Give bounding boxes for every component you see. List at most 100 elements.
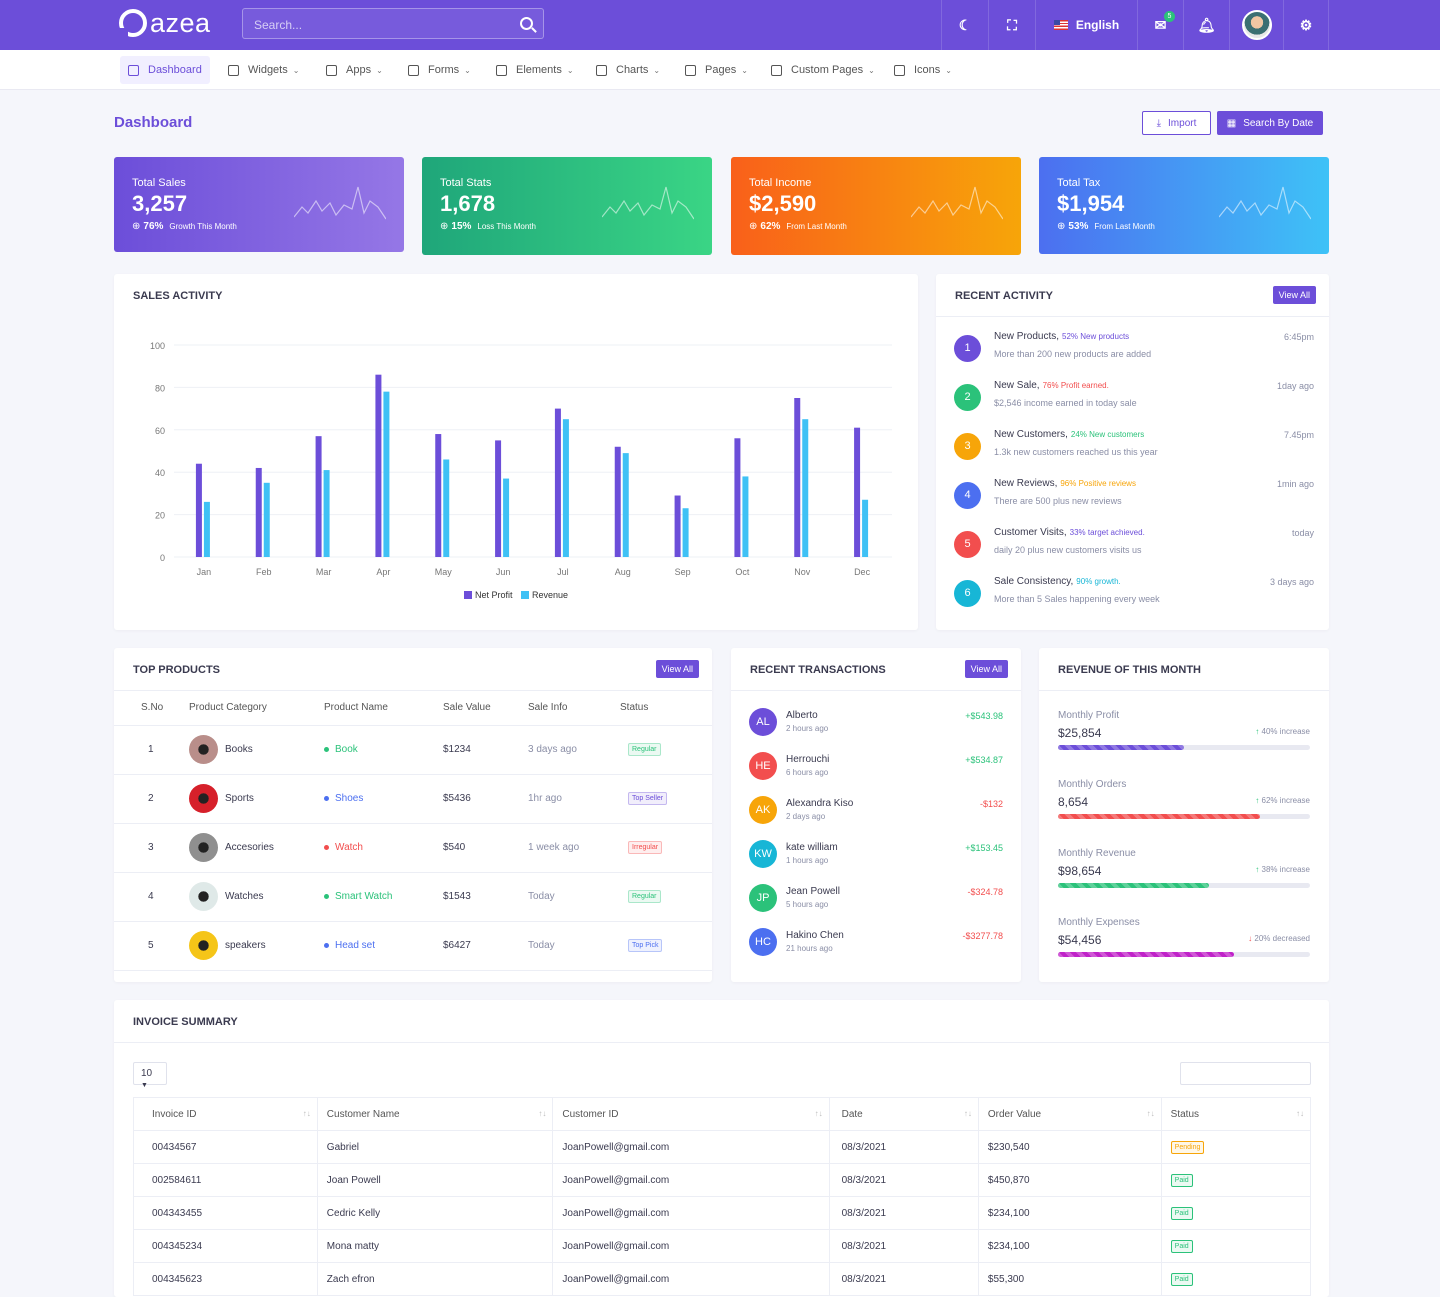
avatar: KW: [749, 840, 777, 868]
bar-revenue[interactable]: [203, 501, 210, 557]
sort-icon[interactable]: ↑↓: [814, 1109, 823, 1118]
column-header[interactable]: Sale Value: [443, 691, 528, 726]
bar-revenue[interactable]: [802, 419, 809, 557]
search-icon[interactable]: [520, 17, 533, 30]
product-name[interactable]: Book: [335, 744, 358, 755]
view-all-button[interactable]: View All: [655, 660, 699, 678]
bar-revenue[interactable]: [562, 419, 569, 557]
transaction-item[interactable]: KW kate william 1 hours ago +$153.45: [749, 840, 1003, 876]
view-all-button[interactable]: View All: [1272, 286, 1316, 304]
table-row[interactable]: 2 Sports Shoes $5436 1hr ago Top Seller: [114, 774, 712, 824]
table-row[interactable]: 004345623 Zach efron JoanPowell@gmail.com 0…: [133, 1262, 1312, 1296]
table-row[interactable]: 002584611 Joan Powell JoanPowell@gmail.com…: [133, 1163, 1312, 1197]
sort-icon[interactable]: ↑↓: [538, 1109, 547, 1118]
nav-widgets[interactable]: Widgets ⌄: [228, 56, 299, 84]
table-row[interactable]: 004345234 Mona matty JoanPowell@gmail.com 0…: [133, 1229, 1312, 1263]
sort-icon[interactable]: ↑↓: [1296, 1109, 1304, 1118]
search-by-date-button[interactable]: ▦ Search By Date: [1217, 111, 1323, 135]
bar-net-profit[interactable]: [315, 436, 322, 557]
y-tick-label: 20: [155, 511, 165, 521]
bar-net-profit[interactable]: [195, 463, 202, 557]
transaction-item[interactable]: HE Herrouchi 6 hours ago +$534.87: [749, 752, 1003, 788]
order-value: $234,100: [977, 1229, 1162, 1263]
sale-info: Today: [528, 921, 620, 971]
bar-net-profit[interactable]: [375, 374, 382, 557]
nav-apps[interactable]: Apps ⌄: [326, 56, 383, 84]
table-row[interactable]: 1 Books Book $1234 3 days ago Regular: [114, 725, 712, 775]
transaction-item[interactable]: AL Alberto 2 hours ago +$543.98: [749, 708, 1003, 744]
user-menu[interactable]: [1229, 0, 1283, 50]
bar-revenue[interactable]: [742, 476, 749, 557]
bar-net-profit[interactable]: [674, 495, 681, 557]
import-button[interactable]: ⤓ Import: [1142, 111, 1211, 135]
nav-icons[interactable]: Icons ⌄: [894, 56, 952, 84]
sort-icon[interactable]: ↑↓: [302, 1109, 311, 1118]
bar-net-profit[interactable]: [554, 408, 561, 557]
bar-revenue[interactable]: [622, 453, 629, 557]
nav-custom-pages[interactable]: Custom Pages ⌄: [771, 56, 875, 84]
page-length-select[interactable]: 10 ▼: [133, 1062, 167, 1089]
nav-pages[interactable]: Pages ⌄: [685, 56, 748, 84]
brand-logo[interactable]: azea: [119, 9, 211, 37]
bar-revenue[interactable]: [383, 391, 390, 557]
bar-revenue[interactable]: [323, 470, 330, 557]
bar-net-profit[interactable]: [794, 398, 801, 557]
table-row[interactable]: 004343455 Cedric Kelly JoanPowell@gmail.co…: [133, 1196, 1312, 1230]
card-header: RECENT TRANSACTIONS View All: [731, 648, 1021, 691]
settings-button[interactable]: ⚙: [1283, 0, 1329, 50]
column-header[interactable]: Customer ID ↑↓: [552, 1097, 830, 1131]
column-header[interactable]: Invoice ID ↑↓: [133, 1097, 318, 1131]
bar-net-profit[interactable]: [435, 434, 442, 557]
bar-net-profit[interactable]: [734, 438, 741, 557]
sort-icon[interactable]: ↑↓: [963, 1109, 972, 1118]
column-header[interactable]: Date ↑↓: [828, 1097, 979, 1131]
transaction-item[interactable]: AK Alexandra Kiso 2 days ago -$132: [749, 796, 1003, 832]
invoice-id: 004343455: [133, 1196, 318, 1230]
bar-net-profit[interactable]: [495, 440, 502, 557]
table-search-input[interactable]: [1180, 1062, 1311, 1085]
notifications-button[interactable]: 🔔︎: [1183, 0, 1229, 50]
column-header[interactable]: Product Name: [324, 691, 443, 726]
product-name[interactable]: Watch: [335, 842, 363, 853]
bar-revenue[interactable]: [263, 482, 270, 557]
column-header[interactable]: Status: [620, 691, 712, 726]
column-header[interactable]: Customer Name ↑↓: [316, 1097, 554, 1131]
sort-icon[interactable]: ↑↓: [1146, 1109, 1155, 1118]
table-row[interactable]: 00434567 Gabriel JoanPowell@gmail.com 08/3/…: [133, 1130, 1312, 1164]
table-row[interactable]: 4 Watches Smart Watch $1543 Today Regular: [114, 872, 712, 922]
bar-net-profit[interactable]: [614, 446, 621, 557]
bar-net-profit[interactable]: [255, 467, 262, 557]
column-header[interactable]: S.No: [114, 691, 189, 726]
nav-elements[interactable]: Elements ⌄: [496, 56, 574, 84]
view-all-button[interactable]: View All: [964, 660, 1008, 678]
customer-name: Mona matty: [316, 1229, 554, 1263]
table-row[interactable]: 5 speakers Head set $6427 Today Top Pick: [114, 921, 712, 971]
column-header[interactable]: Sale Info: [528, 691, 620, 726]
transaction-item[interactable]: HC Hakino Chen 21 hours ago -$3277.78: [749, 928, 1003, 964]
transaction-item[interactable]: JP Jean Powell 5 hours ago -$324.78: [749, 884, 1003, 920]
table-row[interactable]: 3 Accesories Watch $540 1 week ago Irregular: [114, 823, 712, 873]
column-header[interactable]: Status ↑↓: [1160, 1097, 1312, 1131]
nav-forms[interactable]: Forms ⌄: [408, 56, 471, 84]
nav-charts[interactable]: Charts ⌄: [596, 56, 660, 84]
messages-button[interactable]: ✉ 5: [1137, 0, 1183, 50]
language-selector[interactable]: English: [1035, 0, 1137, 50]
bar-revenue[interactable]: [862, 499, 869, 557]
fullscreen-button[interactable]: ⛶: [988, 0, 1035, 50]
dark-mode-toggle[interactable]: ☾: [941, 0, 988, 50]
y-tick-label: 40: [155, 468, 165, 478]
product-category: speakers: [225, 940, 266, 952]
column-header[interactable]: Product Category: [189, 691, 324, 726]
order-value: $230,540: [977, 1130, 1162, 1164]
bar-net-profit[interactable]: [854, 427, 861, 557]
nav-dashboard[interactable]: Dashboard: [120, 56, 210, 84]
product-name[interactable]: Head set: [335, 940, 376, 951]
column-header[interactable]: Order Value ↑↓: [977, 1097, 1162, 1131]
bar-revenue[interactable]: [503, 478, 510, 557]
product-name[interactable]: Shoes: [335, 793, 364, 804]
bar-revenue[interactable]: [682, 508, 689, 557]
product-name[interactable]: Smart Watch: [335, 891, 393, 902]
bar-revenue[interactable]: [443, 459, 450, 557]
activity-time: 1day ago: [1276, 381, 1314, 391]
search-input[interactable]: Search...: [242, 8, 544, 39]
